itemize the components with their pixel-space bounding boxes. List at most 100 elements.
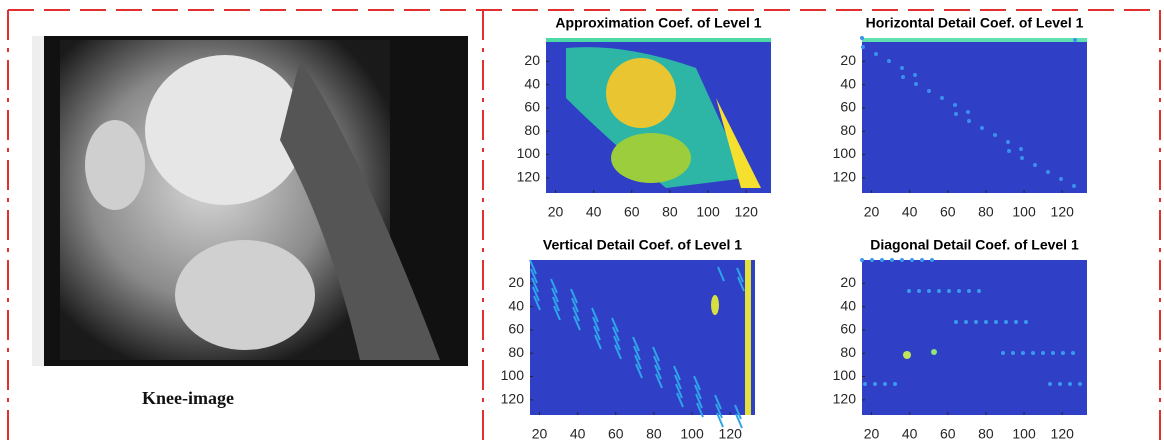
y-tick-label: 20: [840, 52, 856, 68]
x-tick-label: 80: [978, 204, 994, 220]
coef-shape: [887, 59, 891, 63]
coef-shape: [1048, 382, 1052, 386]
y-tick-label: 40: [840, 75, 856, 91]
y-tick-label: 60: [508, 321, 524, 337]
x-tick-label: 60: [608, 426, 624, 442]
y-tick-label: 20: [840, 274, 856, 290]
coef-shape: [900, 66, 904, 70]
coef-shape: [1021, 351, 1025, 355]
coef-shape: [1041, 351, 1045, 355]
y-tick-label: 60: [524, 99, 540, 115]
coef-shape: [953, 103, 957, 107]
coef-shape: [1007, 149, 1011, 153]
coef-shape: [893, 382, 897, 386]
coef-shape: [967, 119, 971, 123]
coef-shape: [1011, 351, 1015, 355]
x-tick-label: 20: [864, 204, 880, 220]
coef-shape: [1059, 177, 1063, 181]
coef-shape: [910, 258, 914, 262]
y-tick-label: 80: [508, 344, 524, 360]
coef-shape: [977, 289, 981, 293]
x-tick-label: 40: [902, 204, 918, 220]
coef-shape: [967, 289, 971, 293]
y-tick-label: 40: [508, 297, 524, 313]
coef-shape: [1058, 382, 1062, 386]
coef-shape: [937, 289, 941, 293]
y-tick-label: 40: [524, 75, 540, 91]
coef-shape: [954, 320, 958, 324]
y-tick-label: 100: [833, 367, 857, 383]
coef-image: [860, 36, 1087, 193]
coef-shape: [1001, 351, 1005, 355]
x-tick-label: 20: [532, 426, 548, 442]
panel-title: Diagonal Detail Coef. of Level 1: [870, 237, 1079, 253]
coef-shape: [1061, 351, 1065, 355]
x-tick-label: 100: [680, 426, 704, 442]
coef-shape: [1004, 320, 1008, 324]
y-tick-label: 80: [840, 122, 856, 138]
coef-shape: [870, 258, 874, 262]
x-tick-label: 20: [864, 426, 880, 442]
coef-shape: [745, 260, 751, 415]
coef-shape: [980, 126, 984, 130]
coef-shape: [611, 133, 691, 183]
y-tick-label: 80: [524, 122, 540, 138]
x-tick-label: 40: [570, 426, 586, 442]
coef-shape: [927, 289, 931, 293]
coef-shape: [861, 45, 865, 49]
coef-shape: [974, 320, 978, 324]
x-tick-label: 120: [1051, 426, 1075, 442]
coef-shape: [1071, 351, 1075, 355]
coef-shape: [907, 289, 911, 293]
y-tick-label: 120: [517, 169, 541, 185]
coef-shape: [860, 258, 864, 262]
x-tick-label: 100: [696, 204, 720, 220]
caption: Knee-image: [142, 388, 234, 408]
coef-shape: [1051, 351, 1055, 355]
coef-shape: [901, 75, 905, 79]
x-tick-label: 40: [902, 426, 918, 442]
coef-shape: [711, 295, 719, 315]
coef-shape: [917, 289, 921, 293]
coef-shape: [1078, 382, 1082, 386]
coef-shape: [1046, 170, 1050, 174]
coef-background: [862, 260, 1087, 415]
y-tick-label: 80: [840, 344, 856, 360]
x-tick-label: 40: [586, 204, 602, 220]
coef-shape: [862, 38, 1087, 42]
y-tick-label: 60: [840, 99, 856, 115]
x-tick-label: 60: [624, 204, 640, 220]
coef-shape: [927, 89, 931, 93]
x-tick-label: 100: [1012, 426, 1036, 442]
y-tick-label: 40: [840, 297, 856, 313]
x-tick-label: 60: [940, 426, 956, 442]
coef-shape: [994, 320, 998, 324]
y-tick-label: 100: [517, 145, 541, 161]
coef-shape: [931, 349, 937, 355]
coef-background: [530, 260, 755, 415]
x-tick-label: 120: [719, 426, 743, 442]
y-tick-label: 120: [833, 169, 857, 185]
coef-shape: [890, 258, 894, 262]
coef-shape: [1024, 320, 1028, 324]
coef-shape: [993, 133, 997, 137]
x-tick-label: 20: [548, 204, 564, 220]
x-tick-label: 80: [646, 426, 662, 442]
x-tick-label: 100: [1012, 204, 1036, 220]
figure-canvas: Knee-image Approximation Coef. of Level …: [0, 0, 1164, 446]
coef-shape: [1014, 320, 1018, 324]
coef-shape: [1072, 184, 1076, 188]
figure: Knee-image Approximation Coef. of Level …: [0, 0, 1164, 446]
coef-image: [530, 260, 755, 428]
coef-image: [546, 38, 771, 193]
y-tick-label: 100: [833, 145, 857, 161]
coef-shape: [947, 289, 951, 293]
x-tick-label: 60: [940, 204, 956, 220]
coef-shape: [860, 36, 864, 40]
y-tick-label: 20: [508, 274, 524, 290]
coef-shape: [863, 382, 867, 386]
x-tick-label: 80: [978, 426, 994, 442]
coef-shape: [957, 289, 961, 293]
coef-shape: [880, 258, 884, 262]
coef-shape: [883, 382, 887, 386]
